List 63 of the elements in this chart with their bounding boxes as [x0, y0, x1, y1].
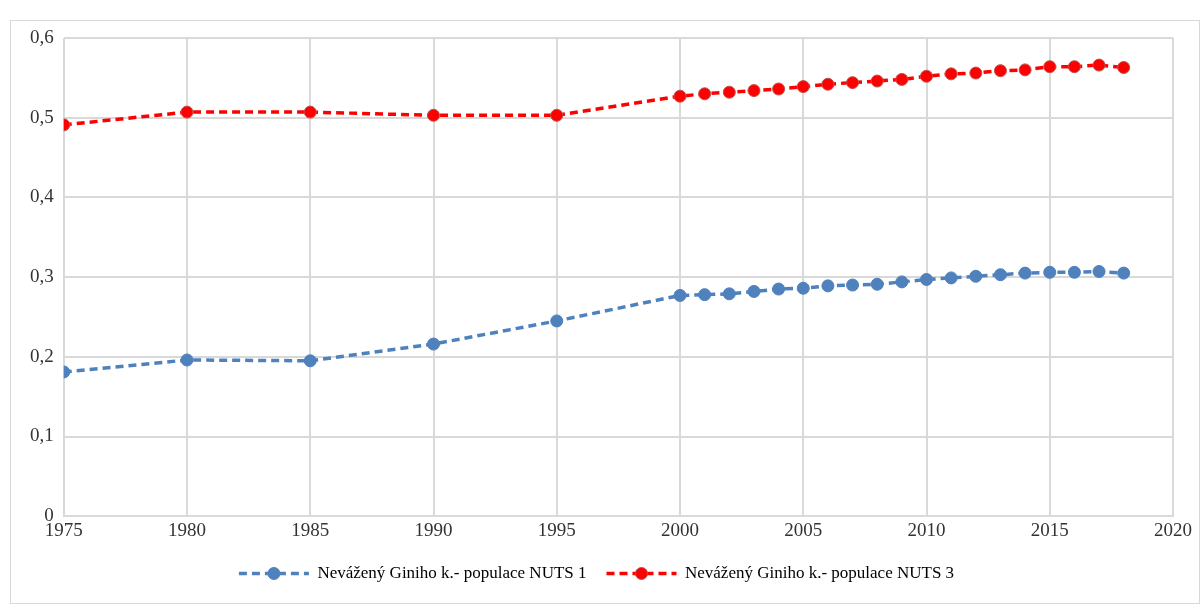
legend-label: Nevážený Giniho k.- populace NUTS 3: [685, 562, 955, 582]
point: [698, 288, 712, 302]
point: [920, 69, 933, 83]
point: [772, 82, 786, 96]
point: [1043, 60, 1057, 74]
y-tick-label: 0,6: [30, 25, 54, 47]
point: [969, 66, 983, 80]
point: [993, 64, 1007, 78]
point: [550, 108, 564, 122]
point: [944, 67, 958, 81]
y-tick-label: 0,2: [30, 344, 54, 366]
point: [1117, 266, 1131, 280]
x-tick-label: 1990: [414, 518, 453, 540]
y-tick-label: 0,5: [30, 105, 54, 127]
point: [1067, 265, 1081, 279]
point: [846, 278, 860, 292]
x-tick-label: 2020: [1154, 518, 1192, 540]
point: [772, 282, 786, 296]
point: [944, 271, 958, 285]
point: [673, 89, 687, 103]
x-tick-label: 2015: [1030, 518, 1069, 540]
point: [673, 288, 687, 302]
y-tick-label: 0,4: [30, 185, 55, 207]
point: [303, 354, 317, 368]
x-tick-label: 1980: [168, 518, 206, 540]
x-tick-label: 1995: [537, 518, 576, 540]
legend-label: Nevážený Giniho k.- populace NUTS 1: [317, 562, 587, 582]
point: [303, 105, 317, 119]
point: [1018, 266, 1032, 280]
point: [180, 353, 194, 367]
point: [846, 76, 860, 90]
point: [821, 77, 835, 91]
point: [895, 275, 909, 289]
point: [920, 272, 933, 286]
point: [969, 269, 983, 283]
x-tick-label: 2005: [784, 518, 823, 540]
point: [722, 287, 736, 301]
point: [870, 277, 884, 291]
point: [427, 337, 440, 351]
x-tick-label: 2010: [907, 518, 946, 540]
point: [1067, 60, 1081, 74]
point: [796, 80, 810, 94]
point: [1043, 265, 1057, 279]
point: [747, 284, 761, 298]
point: [821, 279, 835, 293]
point: [895, 72, 909, 86]
x-tick-label: 1985: [291, 518, 330, 540]
point: [550, 314, 564, 328]
point: [722, 85, 736, 99]
point: [1092, 58, 1106, 72]
point: [747, 84, 761, 98]
y-tick-label: 0,3: [30, 265, 54, 287]
point: [1018, 63, 1032, 77]
point: [796, 281, 810, 295]
x-tick-label: 2000: [661, 518, 699, 540]
point: [180, 105, 194, 119]
point: [698, 87, 712, 101]
point: [870, 74, 884, 88]
point: [1092, 265, 1106, 279]
point: [993, 268, 1007, 282]
point: [1117, 60, 1131, 74]
point: [427, 108, 440, 122]
y-tick-label: 0,1: [30, 424, 54, 446]
